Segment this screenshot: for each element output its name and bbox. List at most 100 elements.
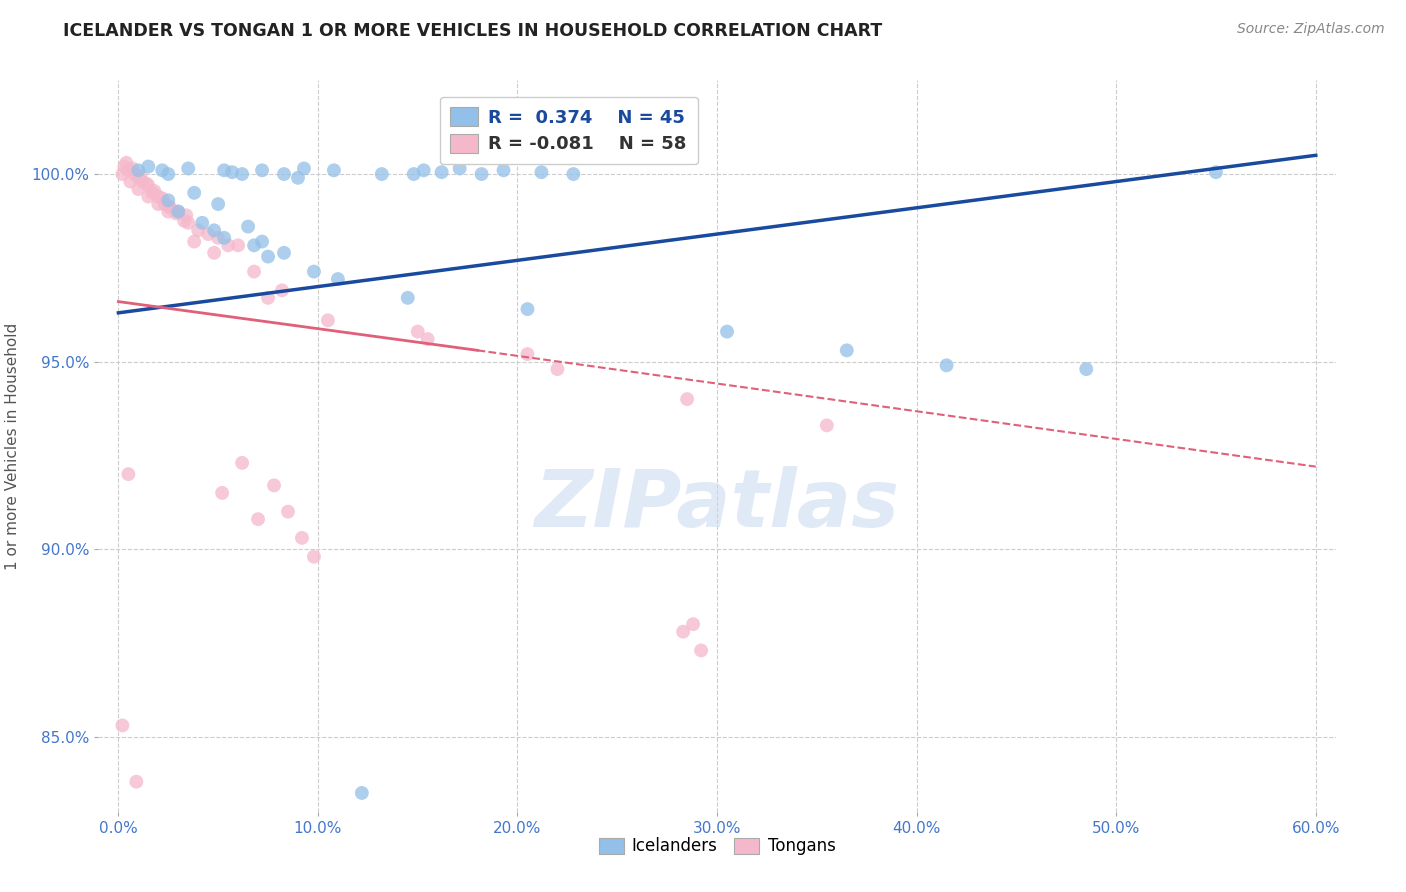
Point <box>516 302 538 317</box>
Point <box>187 223 209 237</box>
Point <box>271 283 294 297</box>
Point <box>716 325 738 339</box>
Point <box>302 264 325 278</box>
Point <box>165 206 187 220</box>
Point <box>211 486 233 500</box>
Point <box>682 617 704 632</box>
Point <box>111 718 134 732</box>
Point <box>350 786 373 800</box>
Point <box>174 208 197 222</box>
Point <box>127 170 149 185</box>
Point <box>231 167 253 181</box>
Point <box>236 219 259 234</box>
Point <box>129 169 152 183</box>
Point <box>406 325 429 339</box>
Point <box>150 163 173 178</box>
Point <box>111 167 134 181</box>
Point <box>183 186 205 200</box>
Point <box>141 186 163 200</box>
Text: ZIPatlas: ZIPatlas <box>534 466 900 543</box>
Text: Source: ZipAtlas.com: Source: ZipAtlas.com <box>1237 22 1385 37</box>
Point <box>815 418 838 433</box>
Point <box>546 362 568 376</box>
Point <box>430 165 453 179</box>
Point <box>302 549 325 564</box>
Point <box>273 245 295 260</box>
Point <box>371 812 394 826</box>
Point <box>217 238 239 252</box>
Point <box>273 167 295 181</box>
Point <box>322 163 344 178</box>
Point <box>243 264 266 278</box>
Point <box>247 512 270 526</box>
Point <box>562 167 585 181</box>
Point <box>131 175 153 189</box>
Legend: Icelanders, Tongans: Icelanders, Tongans <box>592 830 842 862</box>
Point <box>250 163 273 178</box>
Point <box>371 167 394 181</box>
Point <box>416 332 439 346</box>
Point <box>197 227 219 241</box>
Point <box>835 343 858 358</box>
Point <box>157 199 180 213</box>
Point <box>191 216 214 230</box>
Point <box>449 161 471 176</box>
Text: ICELANDER VS TONGAN 1 OR MORE VEHICLES IN HOUSEHOLD CORRELATION CHART: ICELANDER VS TONGAN 1 OR MORE VEHICLES I… <box>63 22 883 40</box>
Point <box>243 238 266 252</box>
Point <box>492 163 515 178</box>
Point <box>212 163 235 178</box>
Point <box>121 161 143 176</box>
Point <box>177 216 200 230</box>
Point <box>396 291 419 305</box>
Point <box>257 250 280 264</box>
Point <box>221 165 243 179</box>
Point <box>153 197 176 211</box>
Point <box>326 272 349 286</box>
Point <box>148 189 170 203</box>
Point <box>207 197 229 211</box>
Point <box>226 238 249 252</box>
Point <box>127 182 149 196</box>
Point <box>212 231 235 245</box>
Point <box>177 161 200 176</box>
Point <box>202 245 225 260</box>
Point <box>115 156 138 170</box>
Point <box>143 184 166 198</box>
Point <box>157 194 180 208</box>
Point <box>316 313 339 327</box>
Point <box>112 160 135 174</box>
Point <box>148 197 170 211</box>
Point <box>135 177 157 191</box>
Y-axis label: 1 or more Vehicles in Household: 1 or more Vehicles in Household <box>6 322 20 570</box>
Point <box>127 163 149 178</box>
Point <box>136 178 159 193</box>
Point <box>530 165 553 179</box>
Point <box>173 214 195 228</box>
Point <box>1205 165 1227 179</box>
Point <box>167 204 190 219</box>
Point <box>120 175 142 189</box>
Point <box>402 167 425 181</box>
Point <box>690 643 713 657</box>
Point <box>150 191 173 205</box>
Point <box>231 456 253 470</box>
Point <box>471 167 494 181</box>
Point <box>136 189 159 203</box>
Point <box>676 392 699 406</box>
Point <box>117 163 139 178</box>
Point <box>125 774 148 789</box>
Point <box>292 161 315 176</box>
Point <box>202 223 225 237</box>
Point <box>124 167 146 181</box>
Point <box>263 478 285 492</box>
Point <box>516 347 538 361</box>
Point <box>207 231 229 245</box>
Point <box>183 235 205 249</box>
Point <box>291 531 314 545</box>
Point <box>159 201 181 215</box>
Point <box>257 291 280 305</box>
Point <box>136 160 159 174</box>
Point <box>672 624 695 639</box>
Point <box>167 204 190 219</box>
Point <box>250 235 273 249</box>
